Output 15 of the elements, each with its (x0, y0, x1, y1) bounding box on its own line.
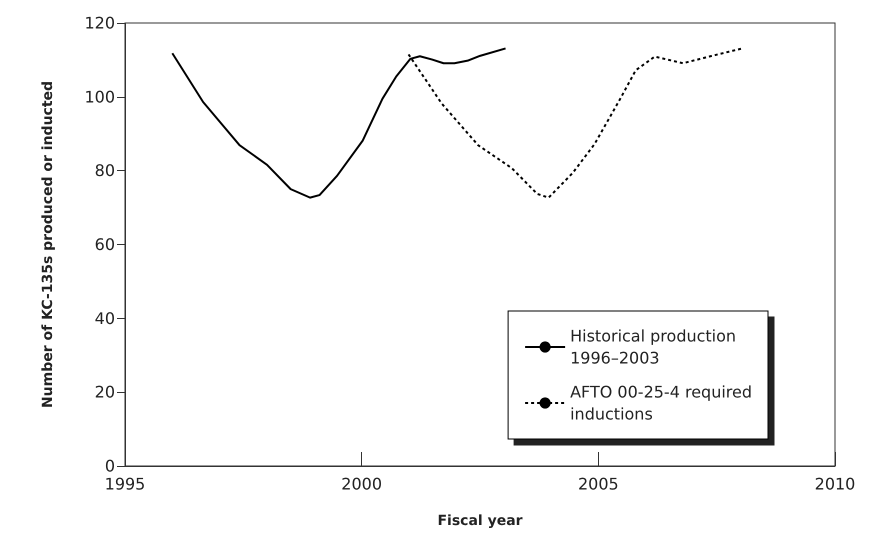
x-tick-label: 1995 (104, 474, 146, 494)
y-axis-title: Number of KC-135s produced or inducted (40, 80, 56, 408)
y-tick-label: 120 (84, 14, 115, 32)
legend-label: Historical production 1996–2003 (570, 326, 736, 368)
x-axis-title: Fiscal year (437, 513, 523, 529)
y-tick-label: 60 (94, 235, 115, 254)
y-tick-label: 40 (94, 308, 115, 328)
y-tick-label: 100 (84, 87, 115, 106)
legend-label: AFTO 00-25-4 required inductions (570, 382, 752, 424)
x-tick-label: 2010 (814, 474, 856, 494)
y-tick-label: 20 (94, 382, 115, 402)
x-tick-label: 2005 (578, 474, 619, 494)
x-tick-label: 2000 (341, 474, 382, 494)
y-tick-label: 0 (104, 456, 115, 476)
y-tick-label: 80 (94, 161, 115, 180)
